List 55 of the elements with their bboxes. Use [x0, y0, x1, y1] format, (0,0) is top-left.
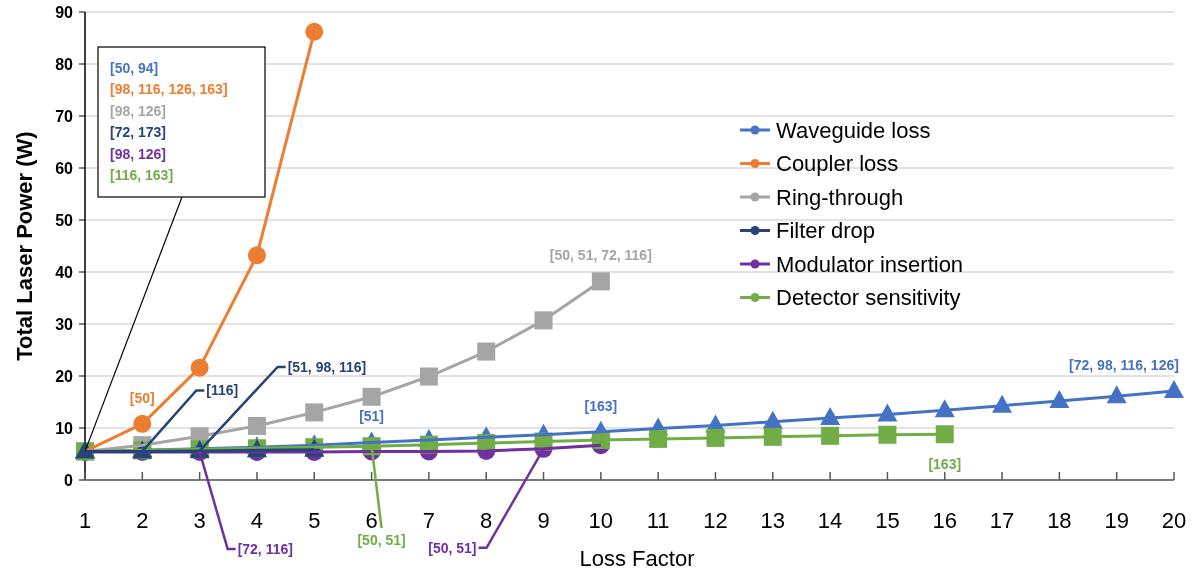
legend-label: Filter drop	[776, 218, 876, 244]
x-tick-label: 1	[78, 508, 92, 533]
annotation: [98, 126]	[110, 145, 167, 162]
x-tick-label: 7	[422, 508, 436, 533]
x-tick-label: 20	[1161, 508, 1187, 533]
x-tick-label: 9	[537, 508, 550, 533]
x-tick-label: 19	[1104, 508, 1129, 533]
x-tick-label: 4	[250, 508, 264, 533]
x-tick-label: 15	[875, 508, 900, 533]
legend-label: Detector sensitivity	[776, 285, 961, 311]
annotation: [50, 51]	[428, 539, 477, 556]
annotation: [163]	[928, 456, 962, 473]
annotation: [51, 98, 116]	[287, 358, 367, 375]
x-tick-label: 8	[480, 508, 493, 533]
x-tick-label: 17	[989, 508, 1015, 533]
y-tick-label: 50	[55, 211, 74, 229]
y-axis-title: Total Laser Power (W)	[12, 131, 37, 361]
x-tick-label: 5	[308, 508, 321, 533]
annotation: [50, 94]	[110, 59, 159, 76]
annotation: [72, 98, 116, 126]	[1069, 356, 1179, 373]
legend-label: Waveguide loss	[776, 117, 931, 143]
y-tick-label: 60	[55, 159, 74, 177]
x-axis-title: Loss Factor	[579, 546, 695, 571]
x-tick-label: 14	[817, 508, 843, 533]
annotation: [50, 51, 72, 116]	[549, 247, 652, 264]
y-tick-label: 20	[55, 367, 74, 385]
annotation: [51]	[359, 408, 385, 425]
x-tick-label: 12	[703, 508, 728, 533]
x-tick-label: 2	[136, 508, 149, 533]
y-tick-label: 90	[55, 3, 74, 21]
x-tick-label: 10	[588, 508, 614, 533]
y-tick-label: 80	[55, 55, 74, 73]
y-tick-label: 40	[55, 263, 74, 281]
x-tick-label: 18	[1047, 508, 1072, 533]
y-tick-label: 10	[55, 419, 74, 437]
annotation: [72, 173]	[110, 124, 167, 141]
annotation: [72, 116]	[237, 540, 293, 557]
annotation: [163]	[584, 397, 618, 414]
y-tick-label: 0	[64, 471, 74, 489]
x-tick-label: 16	[932, 508, 957, 533]
x-tick-label: 13	[760, 508, 786, 533]
y-tick-label: 70	[55, 107, 74, 125]
annotation: [116, 163]	[110, 167, 174, 184]
annotation: [98, 116, 126, 163]	[110, 81, 228, 98]
y-tick-label: 30	[55, 315, 74, 333]
legend-label: Modulator insertion	[776, 251, 964, 277]
annotation: [98, 126]	[110, 102, 167, 119]
annotation: [116]	[206, 382, 239, 399]
x-tick-label: 6	[365, 508, 378, 533]
x-tick-label: 11	[646, 508, 670, 533]
legend-label: Coupler loss	[776, 151, 899, 177]
annotation: [50]	[129, 389, 155, 406]
annotation: [50, 51]	[357, 532, 406, 549]
x-tick-label: 3	[193, 508, 206, 533]
legend-label: Ring-through	[776, 184, 904, 210]
